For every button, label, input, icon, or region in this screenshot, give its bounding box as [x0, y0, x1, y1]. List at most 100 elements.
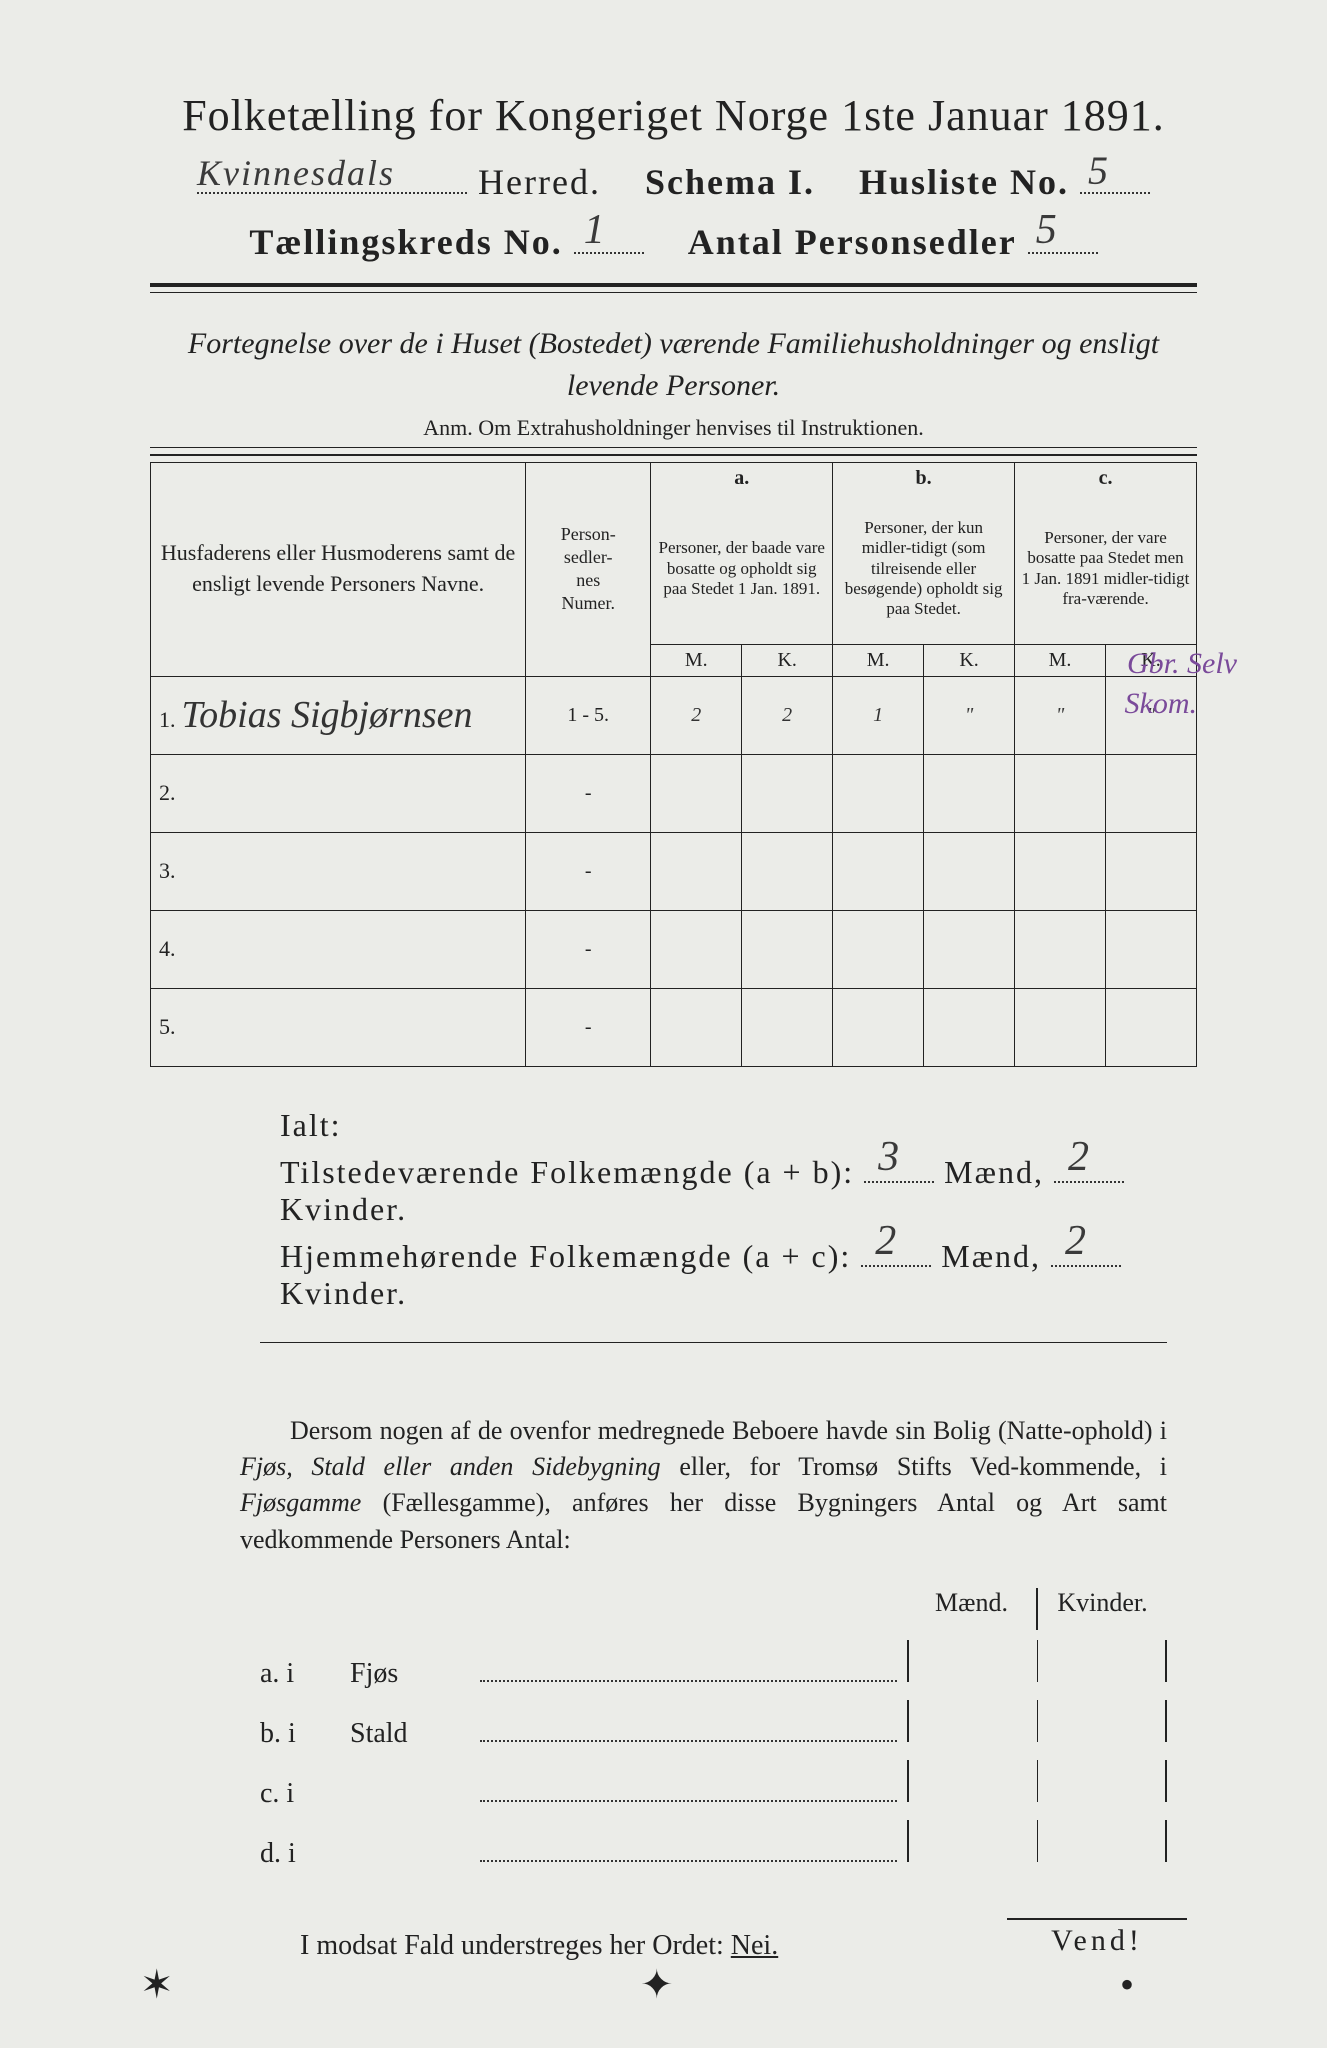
building-row: a. iFjøs [260, 1640, 1167, 1690]
footer-mark-1: ✶ [140, 1961, 174, 2008]
col-header-numer: Person- sedler- nes Numer. [526, 463, 651, 677]
building-row-dots [480, 1860, 897, 1862]
table-row: 3. - [151, 832, 1197, 910]
row-a-k: 2 [742, 676, 833, 754]
row-name: 3. [151, 832, 526, 910]
ialt-line-2: Hjemmehørende Folkemængde (a + c): 2 Mæn… [280, 1238, 1167, 1312]
row-a-k [742, 988, 833, 1066]
divider-4 [260, 1342, 1167, 1343]
building-row-letter: a. i [260, 1658, 350, 1690]
row-name: 5. [151, 988, 526, 1066]
row-b-k [924, 988, 1015, 1066]
antal-label: Antal Personsedler [688, 222, 1017, 262]
divider-2 [150, 447, 1197, 448]
row-c-m [1015, 910, 1106, 988]
building-row-m [909, 1760, 1038, 1802]
ialt2-k-hand: 2 [1065, 1217, 1088, 1265]
col-a-m: M. [651, 644, 742, 676]
subtitle: Fortegnelse over de i Huset (Bostedet) v… [150, 323, 1197, 407]
nei-word: Nei. [731, 1930, 778, 1961]
building-row-m [909, 1700, 1038, 1742]
building-row-k [1038, 1760, 1168, 1802]
ialt-line-1: Tilstedeværende Folkemængde (a + b): 3 M… [280, 1154, 1167, 1228]
row-numer: - [526, 988, 651, 1066]
divider-3 [150, 454, 1197, 456]
footer-mark-3: • [1120, 1961, 1134, 2008]
col-b-desc: Personer, der kun midler-tidigt (som til… [833, 494, 1015, 644]
fjos-hdr-m: Mænd. [907, 1588, 1036, 1630]
row-c-k [1106, 910, 1197, 988]
vend-label: Vend! [1007, 1918, 1187, 1958]
divider-1 [150, 283, 1197, 293]
herred-handwritten: Kvinnesdals [197, 152, 395, 194]
row-a-m: 2 [651, 676, 742, 754]
building-row: d. i [260, 1820, 1167, 1870]
building-row-name: Stald [350, 1718, 480, 1750]
row-numer: - [526, 832, 651, 910]
building-paragraph: Dersom nogen af de ovenfor medregnede Be… [240, 1413, 1167, 1559]
row-b-m [833, 832, 924, 910]
building-row-dots [480, 1800, 897, 1802]
col-a-top: a. [651, 463, 833, 495]
row-b-k [924, 754, 1015, 832]
table-row: 5. - [151, 988, 1197, 1066]
row-c-m [1015, 832, 1106, 910]
row-c-m [1015, 754, 1106, 832]
col-c-desc: Personer, der vare bosatte paa Stedet me… [1015, 494, 1197, 644]
row-name: 1. Tobias Sigbjørnsen [151, 676, 526, 754]
row-c-m: " [1015, 676, 1106, 754]
row-a-m [651, 754, 742, 832]
row-a-k [742, 832, 833, 910]
kreds-label: Tællingskreds No. [249, 222, 562, 262]
building-row-letter: c. i [260, 1778, 350, 1810]
fjos-hdr-k: Kvinder. [1036, 1588, 1167, 1630]
row-name: 2. [151, 754, 526, 832]
row-numer: - [526, 754, 651, 832]
building-row-name: Fjøs [350, 1658, 480, 1690]
col-b-top: b. [833, 463, 1015, 495]
row-c-k [1106, 832, 1197, 910]
row-c-k [1106, 988, 1197, 1066]
row-a-m [651, 832, 742, 910]
building-row-k [1038, 1820, 1168, 1862]
antal-hand: 5 [1036, 206, 1059, 254]
building-row-k [1038, 1640, 1168, 1682]
row-a-m [651, 988, 742, 1066]
margin-note-1: Gbr. Selv [1127, 647, 1237, 681]
building-row-letter: d. i [260, 1838, 350, 1870]
margin-note-2: Skom. [1125, 687, 1197, 721]
ialt1-m-hand: 3 [878, 1133, 901, 1181]
row-name: 4. [151, 910, 526, 988]
building-row-dots [480, 1680, 897, 1682]
census-table: Husfaderens eller Husmoderens samt de en… [150, 462, 1197, 1067]
totals-block: Ialt: Tilstedeværende Folkemængde (a + b… [280, 1107, 1167, 1312]
footer-mark-2: ✦ [640, 1961, 674, 2008]
col-c-top: c. [1015, 463, 1197, 495]
row-name-hand: Tobias Sigbjørnsen [182, 694, 473, 736]
col-a-desc: Personer, der baade vare bosatte og opho… [651, 494, 833, 644]
table-row: 1. Tobias Sigbjørnsen1 - 5.221""" [151, 676, 1197, 754]
schema-label: Schema I. [645, 162, 815, 202]
header-line-3: Tællingskreds No. 1 Antal Personsedler 5 [120, 221, 1227, 263]
building-row-k [1038, 1700, 1168, 1742]
husliste-no-hand: 5 [1088, 147, 1110, 194]
row-b-m: 1 [833, 676, 924, 754]
row-numer: 1 - 5. [526, 676, 651, 754]
header-line-2: Kvinnesdals Herred. Schema I. Husliste N… [120, 161, 1227, 203]
row-numer: - [526, 910, 651, 988]
row-b-m [833, 754, 924, 832]
row-b-k [924, 832, 1015, 910]
col-b-k: K. [924, 644, 1015, 676]
building-row: b. iStald [260, 1700, 1167, 1750]
row-a-k [742, 910, 833, 988]
col-a-k: K. [742, 644, 833, 676]
building-row-m [909, 1820, 1038, 1862]
col-b-m: M. [833, 644, 924, 676]
col-c-m: M. [1015, 644, 1106, 676]
building-row-m [909, 1640, 1038, 1682]
row-b-m [833, 988, 924, 1066]
ialt-label: Ialt: [280, 1107, 1167, 1144]
building-row-dots [480, 1740, 897, 1742]
anm-note: Anm. Om Extrahusholdninger henvises til … [120, 415, 1227, 441]
herred-label: Herred. [478, 162, 601, 202]
